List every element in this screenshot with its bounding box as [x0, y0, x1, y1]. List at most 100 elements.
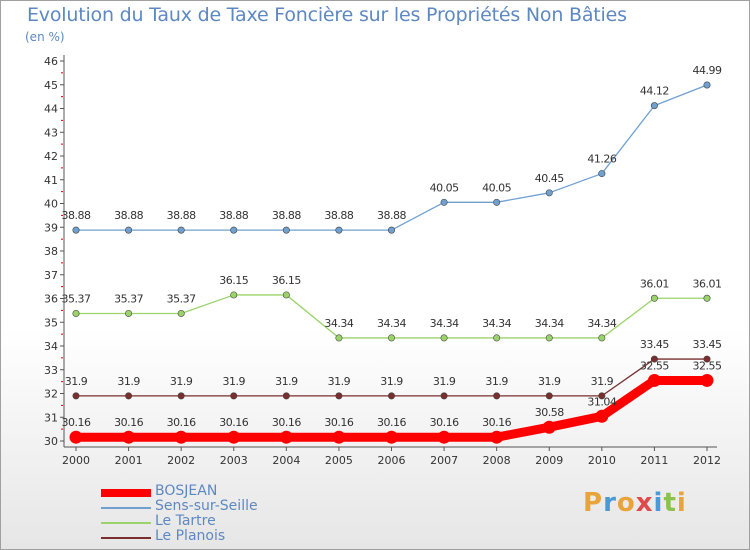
data-label: 38.88 [377, 209, 406, 222]
data-label: 32.55 [640, 359, 669, 372]
data-label: 30.16 [167, 416, 196, 429]
data-point [332, 430, 346, 444]
legend-label: Le Planois [155, 528, 226, 544]
data-point [125, 309, 133, 317]
data-label: 31.9 [380, 375, 403, 388]
data-label: 31.9 [538, 375, 561, 388]
data-label: 44.12 [640, 85, 669, 98]
legend-swatch [101, 537, 151, 539]
data-point [703, 81, 711, 89]
data-point [335, 392, 343, 400]
data-label: 31.9 [433, 375, 456, 388]
data-point [440, 198, 448, 206]
data-label: 40.45 [535, 172, 564, 185]
logo-letter: r [603, 488, 617, 518]
data-point [125, 392, 133, 400]
data-label: 34.34 [324, 317, 353, 330]
data-point [230, 392, 238, 400]
data-label: 40.05 [482, 181, 511, 194]
y-tick-label: 33 [44, 364, 58, 377]
data-point [595, 409, 609, 423]
data-point [545, 189, 553, 197]
series-sens-sur-seille: 38.88 38.88 38.88 38.88 38.88 38.88 38.88 40.05… [62, 64, 722, 234]
data-point [72, 226, 80, 234]
data-label: 30.16 [430, 416, 459, 429]
data-label: 35.37 [62, 292, 91, 305]
x-tick-label: 2001 [115, 454, 143, 467]
x-tick-label: 2005 [325, 454, 353, 467]
data-label: 33.45 [640, 338, 669, 351]
data-point [387, 226, 395, 234]
data-point [69, 430, 83, 444]
data-point [122, 430, 136, 444]
data-label: 38.88 [324, 209, 353, 222]
data-point [227, 430, 241, 444]
data-label: 38.88 [114, 209, 143, 222]
data-label: 35.37 [114, 292, 143, 305]
data-point [125, 226, 133, 234]
data-label: 36.15 [219, 274, 248, 287]
data-point [493, 198, 501, 206]
data-label: 36.15 [272, 274, 301, 287]
data-label: 30.58 [535, 406, 564, 419]
logo-letter: i [676, 488, 687, 518]
y-tick-label: 31 [44, 411, 58, 424]
x-tick-label: 2006 [378, 454, 406, 467]
y-tick-label: 30 [44, 435, 58, 448]
data-point [650, 355, 658, 363]
x-tick-label: 2012 [693, 454, 721, 467]
y-tick-label: 41 [44, 174, 58, 187]
data-point [282, 392, 290, 400]
data-point [335, 334, 343, 342]
x-tick-label: 2002 [167, 454, 195, 467]
y-tick-label: 43 [44, 126, 58, 139]
x-tick-label: 2008 [483, 454, 511, 467]
data-label: 40.05 [430, 181, 459, 194]
data-label: 30.16 [272, 416, 301, 429]
y-tick-label: 35 [44, 316, 58, 329]
x-tick-label: 2011 [640, 454, 668, 467]
data-label: 31.9 [117, 375, 140, 388]
data-point [650, 102, 658, 110]
x-tick-label: 2010 [588, 454, 616, 467]
x-tick-label: 2004 [272, 454, 300, 467]
data-point [282, 226, 290, 234]
y-tick-label: 38 [44, 245, 58, 258]
series-le-planois: 31.9 31.9 31.9 31.9 31.9 31.9 31.9 31.9 31.9 31.9… [65, 338, 722, 400]
data-point [437, 430, 451, 444]
data-label: 36.01 [693, 277, 722, 290]
data-label: 31.04 [587, 395, 616, 408]
data-point [598, 334, 606, 342]
y-axis-unit-label: (en %) [25, 30, 65, 44]
data-label: 34.34 [377, 317, 406, 330]
data-point [493, 334, 501, 342]
logo-letter: P [583, 488, 604, 518]
y-tick-label: 40 [44, 198, 58, 211]
data-point [598, 392, 606, 400]
data-point [647, 373, 661, 387]
data-point [703, 294, 711, 302]
data-label: 34.34 [482, 317, 511, 330]
y-tick-label: 34 [44, 340, 58, 353]
x-tick-label: 2000 [62, 454, 90, 467]
data-point [545, 334, 553, 342]
legend-swatch [101, 489, 151, 497]
legend-label: BOSJEAN [155, 483, 218, 499]
data-label: 44.99 [693, 64, 722, 77]
data-label: 31.9 [223, 375, 246, 388]
data-label: 32.55 [693, 359, 722, 372]
data-point [279, 430, 293, 444]
data-label: 31.9 [170, 375, 193, 388]
data-point [282, 291, 290, 299]
data-point [335, 226, 343, 234]
data-label: 35.37 [167, 292, 196, 305]
proxiti-logo: Proxiti [583, 488, 687, 518]
y-tick-label: 45 [44, 79, 58, 92]
data-point [440, 334, 448, 342]
y-tick-label: 39 [44, 221, 58, 234]
data-label: 38.88 [62, 209, 91, 222]
y-tick-label: 46 [44, 55, 58, 68]
data-label: 30.16 [219, 416, 248, 429]
y-tick-label: 37 [44, 269, 58, 282]
